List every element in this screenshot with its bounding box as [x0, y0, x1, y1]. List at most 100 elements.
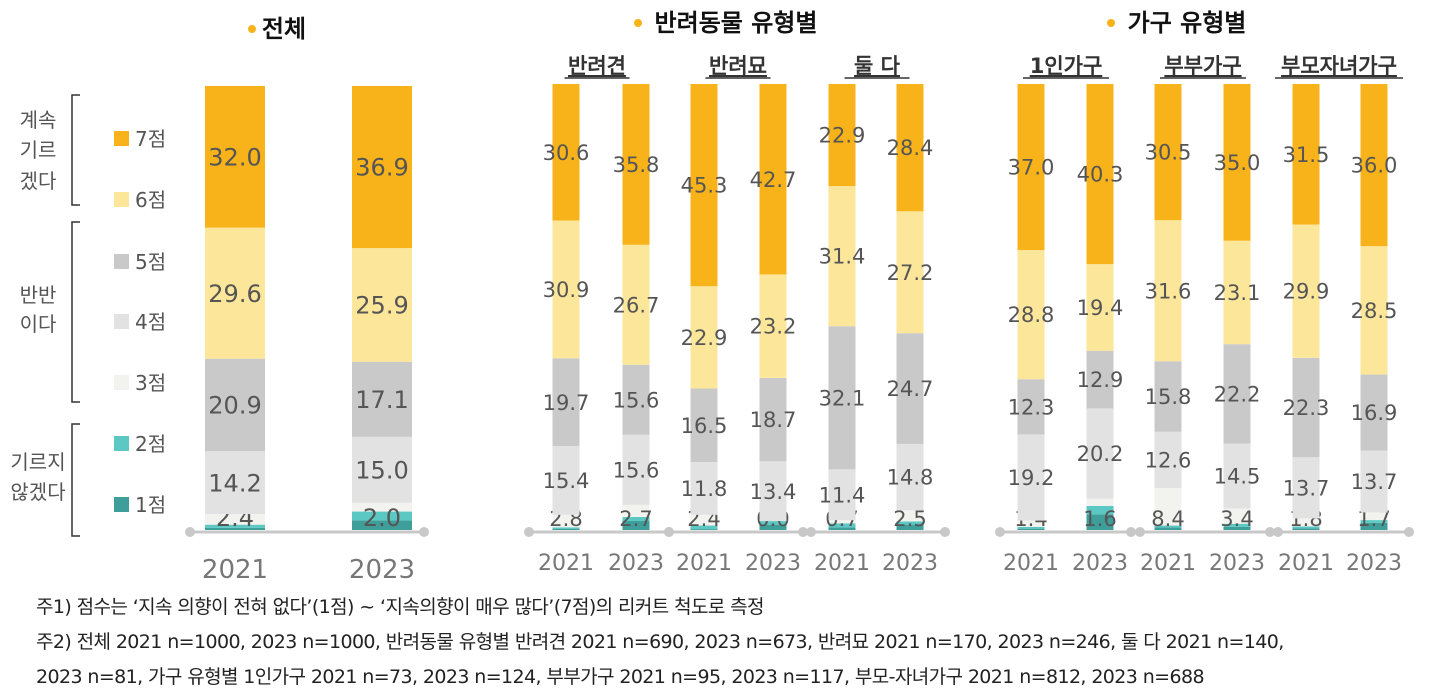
- data-label-pet-0-2021-score7: 30.6: [543, 141, 590, 165]
- legend-group-label-0-0: 계속: [20, 108, 57, 132]
- panel-title-pet-1: 반려묘: [709, 54, 767, 78]
- bar-hh-1-2023-score2: [1223, 523, 1251, 527]
- bar-hh-0-2023-score2: [1086, 505, 1114, 515]
- tick-label-pet-2-2021: 2021: [814, 551, 870, 576]
- data-label-hh-2-2021-score7: 31.5: [1283, 143, 1330, 167]
- tick-label-pet-2-2023: 2023: [882, 551, 938, 576]
- legend-swatch-1: [114, 192, 129, 207]
- bar-hh-0-2021-score3: [1017, 520, 1045, 527]
- bar-overall-2021-score7: [205, 86, 265, 228]
- bar-overall-2021-score5: [205, 358, 265, 452]
- bar-hh-1-2023-score4: [1223, 443, 1251, 509]
- legend-group-label-1-1: 이다: [20, 312, 57, 336]
- legend-swatch-6: [114, 497, 129, 512]
- legend-label-0: 7점: [135, 127, 166, 151]
- bar-hh-1-2021-score2: [1154, 525, 1182, 528]
- legend-bracket-1: [71, 221, 80, 403]
- footnote-1: 주1) 점수는 ‘지속 의향이 전혀 없다’(1점) ~ ‘지속의향이 매우 많…: [36, 596, 765, 618]
- bar-hh-0-2023-score3: [1086, 498, 1114, 506]
- bar-pet-2-2023-score3: [896, 510, 924, 522]
- panel-title-pet-0: 반려견: [568, 54, 626, 78]
- bar-hh-2-2021-score2: [1292, 526, 1320, 529]
- data-label-pet-2-2021-score6: 31.4: [819, 245, 866, 269]
- bar-pet-1-2023-score1: [759, 524, 787, 530]
- data-label-hh-1-2021-score6: 31.6: [1145, 279, 1192, 303]
- panel-title-pet-2: 둘 다: [854, 54, 901, 78]
- legend-swatch-2: [114, 254, 129, 269]
- data-label-pet-0-2023-score7: 35.8: [613, 153, 660, 177]
- bar-pet-2-2023-score7: [896, 84, 924, 212]
- x-axis-cap-left-pet-0: [524, 527, 534, 537]
- data-label-pet-0-2023-score5: 15.6: [613, 388, 660, 412]
- data-label-pet-0-2021-score4: 15.4: [543, 469, 590, 493]
- data-label-hh-1-2023-score7: 35.0: [1214, 151, 1261, 175]
- data-label-overall-2023-score7: 36.9: [355, 154, 408, 182]
- legend-group-label-0-2: 겠다: [20, 169, 57, 193]
- data-label-pet-2-2023-score6: 27.2: [887, 261, 934, 285]
- title-dot-household: [1107, 19, 1115, 27]
- bar-hh-2-2021-score4: [1292, 457, 1320, 519]
- bar-overall-2023-score5: [352, 361, 412, 437]
- bar-overall-2023-score4: [352, 436, 412, 503]
- bar-overall-2023-score3: [352, 502, 412, 512]
- bar-pet-0-2021-score4: [552, 446, 580, 515]
- data-label-hh-1-2023-score6: 23.1: [1214, 281, 1261, 305]
- tick-label-pet-0-2021: 2021: [538, 551, 594, 576]
- x-axis-cap-right-pet-1: [798, 527, 808, 537]
- bar-hh-1-2021-score1: [1154, 527, 1182, 530]
- bar-pet-1-2021-score2: [690, 525, 718, 530]
- x-axis-cap-right-pet-2: [940, 527, 950, 537]
- bar-hh-1-2023-score6: [1223, 240, 1251, 345]
- data-label-pet-0-2021-score6: 30.9: [543, 278, 590, 302]
- bar-pet-0-2021-score2: [552, 527, 580, 529]
- bar-pet-2-2021-score2: [828, 523, 856, 528]
- bar-pet-2-2021-score7: [828, 84, 856, 187]
- legend-label-3: 4점: [135, 310, 166, 334]
- bar-overall-2023-score7: [352, 86, 412, 249]
- data-label-pet-0-2023-score3: 2.7: [619, 507, 652, 531]
- bar-pet-0-2023-score7: [622, 84, 650, 245]
- bar-hh-1-2023-score7: [1223, 84, 1251, 241]
- legend-group-label-2-1: 않겠다: [10, 480, 65, 504]
- data-label-pet-1-2021-score6: 22.9: [681, 326, 728, 350]
- bar-overall-2021-score3: [205, 514, 265, 525]
- data-label-overall-2021-score4: 14.2: [208, 469, 261, 497]
- data-label-hh-2-2021-score6: 29.9: [1283, 280, 1330, 304]
- data-label-pet-0-2023-score6: 26.7: [613, 293, 660, 317]
- bar-hh-0-2021-score6: [1017, 250, 1045, 380]
- legend-label-4: 3점: [135, 371, 166, 395]
- bar-overall-2023-score1: [352, 520, 412, 530]
- legend-group-label-1-0: 반반: [20, 283, 57, 307]
- bar-hh-2-2021-score1: [1292, 528, 1320, 530]
- data-label-pet-1-2023-score4: 13.4: [750, 480, 797, 504]
- legend-bracket-2: [71, 423, 80, 537]
- tick-label-pet-0-2023: 2023: [608, 551, 664, 576]
- bar-pet-2-2023-score1: [896, 524, 924, 530]
- bar-hh-1-2023-score1: [1223, 526, 1251, 530]
- x-axis-cap-left-hh-2: [1273, 527, 1283, 537]
- data-label-overall-2021-score6: 29.6: [208, 280, 261, 308]
- data-label-pet-0-2021-score5: 19.7: [543, 391, 590, 415]
- data-label-overall-2021-score5: 20.9: [208, 392, 261, 420]
- data-label-hh-2-2021-score4: 13.7: [1283, 476, 1330, 500]
- bar-hh-2-2023-score4: [1360, 450, 1388, 513]
- title-dot-pet: [634, 19, 642, 27]
- bar-pet-2-2021-score5: [828, 326, 856, 470]
- bar-pet-0-2023-score5: [622, 364, 650, 435]
- x-axis-cap-left-pet-1: [664, 527, 674, 537]
- data-label-overall-2023-score3: 2.0: [363, 504, 401, 532]
- data-label-pet-2-2023-score3: 2.5: [893, 507, 926, 531]
- footnote-3: 2023 n=81, 가구 유형별 1인가구 2021 n=73, 2023 n…: [36, 666, 1205, 688]
- bar-hh-0-2023-score1: [1086, 514, 1114, 530]
- bar-pet-2-2023-score6: [896, 211, 924, 334]
- bar-hh-1-2021-score3: [1154, 488, 1182, 526]
- legend-swatch-3: [114, 314, 129, 329]
- tick-label-hh-0-2023: 2023: [1072, 551, 1128, 576]
- bar-pet-0-2021-score3: [552, 514, 580, 528]
- data-label-pet-2-2021-score4: 11.4: [819, 483, 866, 507]
- bar-hh-1-2023-score3: [1223, 508, 1251, 524]
- x-axis-cap-left-hh-0: [995, 527, 1005, 537]
- bar-pet-2-2021-score3: [828, 520, 856, 524]
- tick-label-hh-2-2021: 2021: [1278, 551, 1334, 576]
- bar-hh-2-2023-score6: [1360, 246, 1388, 375]
